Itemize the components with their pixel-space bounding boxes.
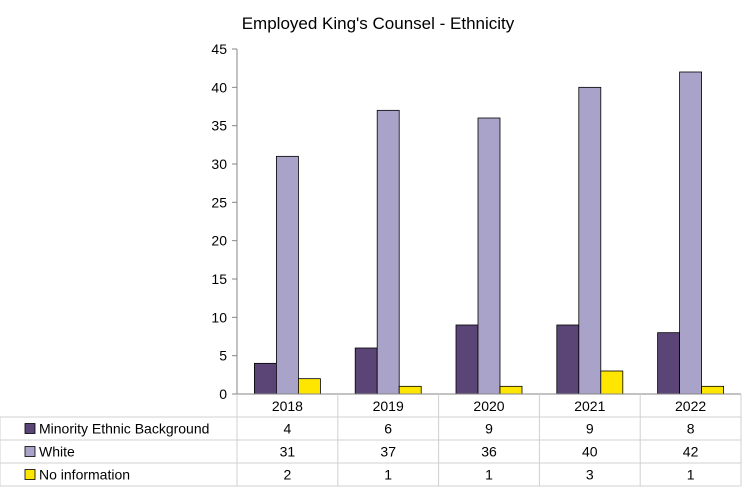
bar <box>398 385 422 395</box>
y-tick-label: 25 <box>211 194 227 210</box>
data-table-value: 4 <box>284 421 292 437</box>
legend-label: White <box>39 444 75 460</box>
bar <box>499 385 523 395</box>
data-table-value: 2 <box>284 467 292 483</box>
y-tick-label: 20 <box>211 233 227 249</box>
bar <box>376 109 400 395</box>
bar <box>657 332 680 395</box>
bar <box>578 86 602 395</box>
bar <box>253 362 277 395</box>
data-table-value: 1 <box>384 467 392 483</box>
bar <box>455 324 479 395</box>
bar <box>477 117 501 395</box>
y-tick-label: 30 <box>211 156 227 172</box>
x-category-label: 2018 <box>272 398 303 414</box>
y-tick-label: 10 <box>211 309 227 325</box>
data-table-value: 6 <box>384 421 392 437</box>
bar <box>354 347 378 395</box>
data-table-value: 9 <box>485 421 493 437</box>
data-table-value: 31 <box>280 444 296 460</box>
bar <box>556 324 580 395</box>
x-category-label: 2022 <box>675 398 706 414</box>
y-tick-label: 5 <box>219 348 227 364</box>
y-tick-label: 15 <box>211 271 227 287</box>
chart-title: Employed King's Counsel - Ethnicity <box>242 14 515 33</box>
legend-key <box>24 469 36 480</box>
y-tick-label: 45 <box>211 41 227 57</box>
bar <box>600 370 624 395</box>
y-tick-label: 40 <box>211 79 227 95</box>
y-tick-label: 35 <box>211 118 227 134</box>
legend-key <box>24 446 36 457</box>
legend-key <box>24 423 36 434</box>
data-table-value: 40 <box>582 444 598 460</box>
data-table-value: 36 <box>481 444 497 460</box>
x-category-label: 2021 <box>574 398 605 414</box>
legend-label: Minority Ethnic Background <box>39 421 209 437</box>
plot-area: 0 5 10 15 20 25 30 35 40 45 2018 2019 2020 2021 2022 <box>211 41 741 414</box>
data-table-value: 9 <box>586 421 594 437</box>
x-category-label: 2019 <box>373 398 404 414</box>
bar <box>701 385 724 395</box>
legend-label: No information <box>39 467 130 483</box>
bar <box>679 71 702 395</box>
data-table-value: 3 <box>586 467 594 483</box>
data-table-value: 37 <box>380 444 396 460</box>
x-category-label: 2020 <box>473 398 504 414</box>
data-table-value: 1 <box>485 467 493 483</box>
y-tick-label: 0 <box>219 386 227 402</box>
data-table-value: 8 <box>687 421 695 437</box>
bar <box>297 378 321 395</box>
data-table-value: 1 <box>687 467 695 483</box>
bar <box>275 155 299 395</box>
data-table-value: 42 <box>683 444 699 460</box>
